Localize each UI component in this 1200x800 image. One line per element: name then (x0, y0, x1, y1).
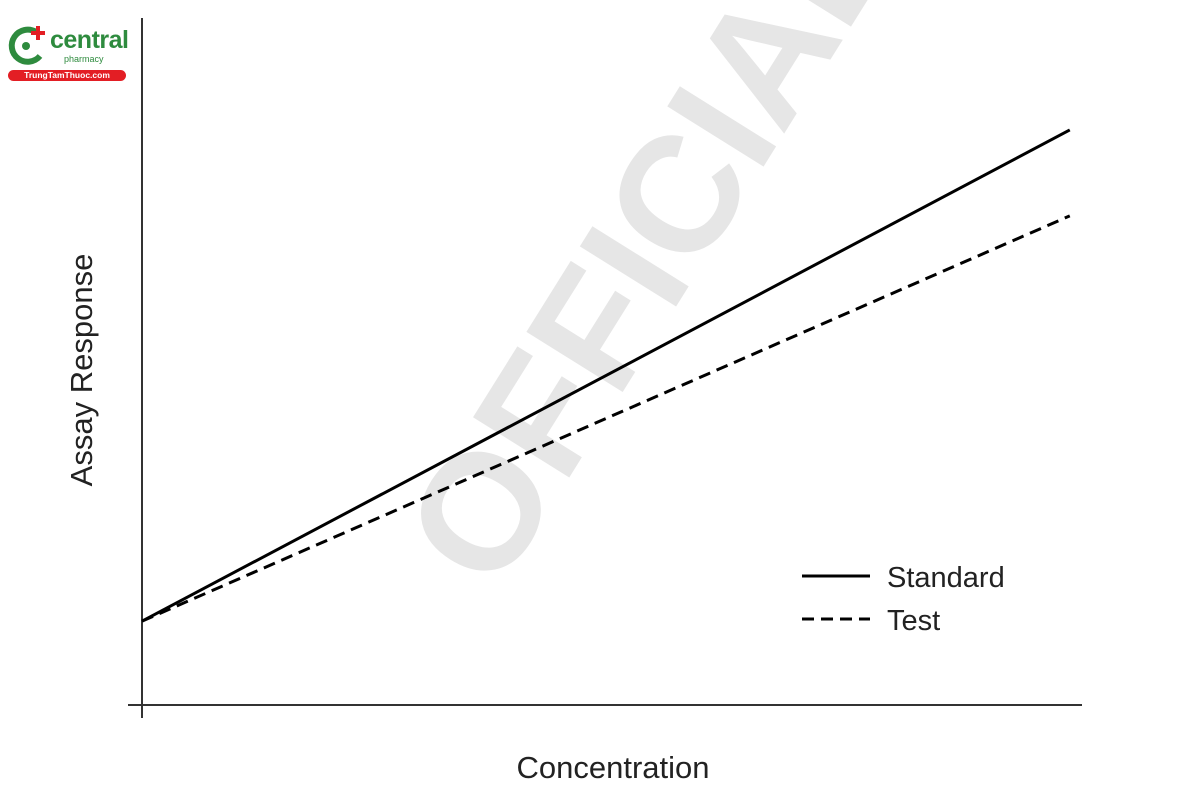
legend: Standard Test (802, 562, 1005, 637)
series-line-test (141, 214, 1071, 623)
legend-label-standard: Standard (887, 562, 1005, 594)
series-line-standard (141, 128, 1071, 623)
logo-site: TrungTamThuoc.com (8, 70, 126, 81)
y-axis-label: Assay Response (64, 254, 99, 487)
logo-c-icon (8, 26, 45, 65)
logo-name: central (50, 26, 129, 54)
x-axis-label: Concentration (516, 750, 709, 785)
watermark: OFFICIAL (369, 0, 928, 614)
legend-label-test: Test (887, 605, 940, 637)
central-pharmacy-logo: central pharmacy TrungTamThuoc.com (6, 22, 129, 82)
logo-sub: pharmacy (64, 54, 104, 64)
